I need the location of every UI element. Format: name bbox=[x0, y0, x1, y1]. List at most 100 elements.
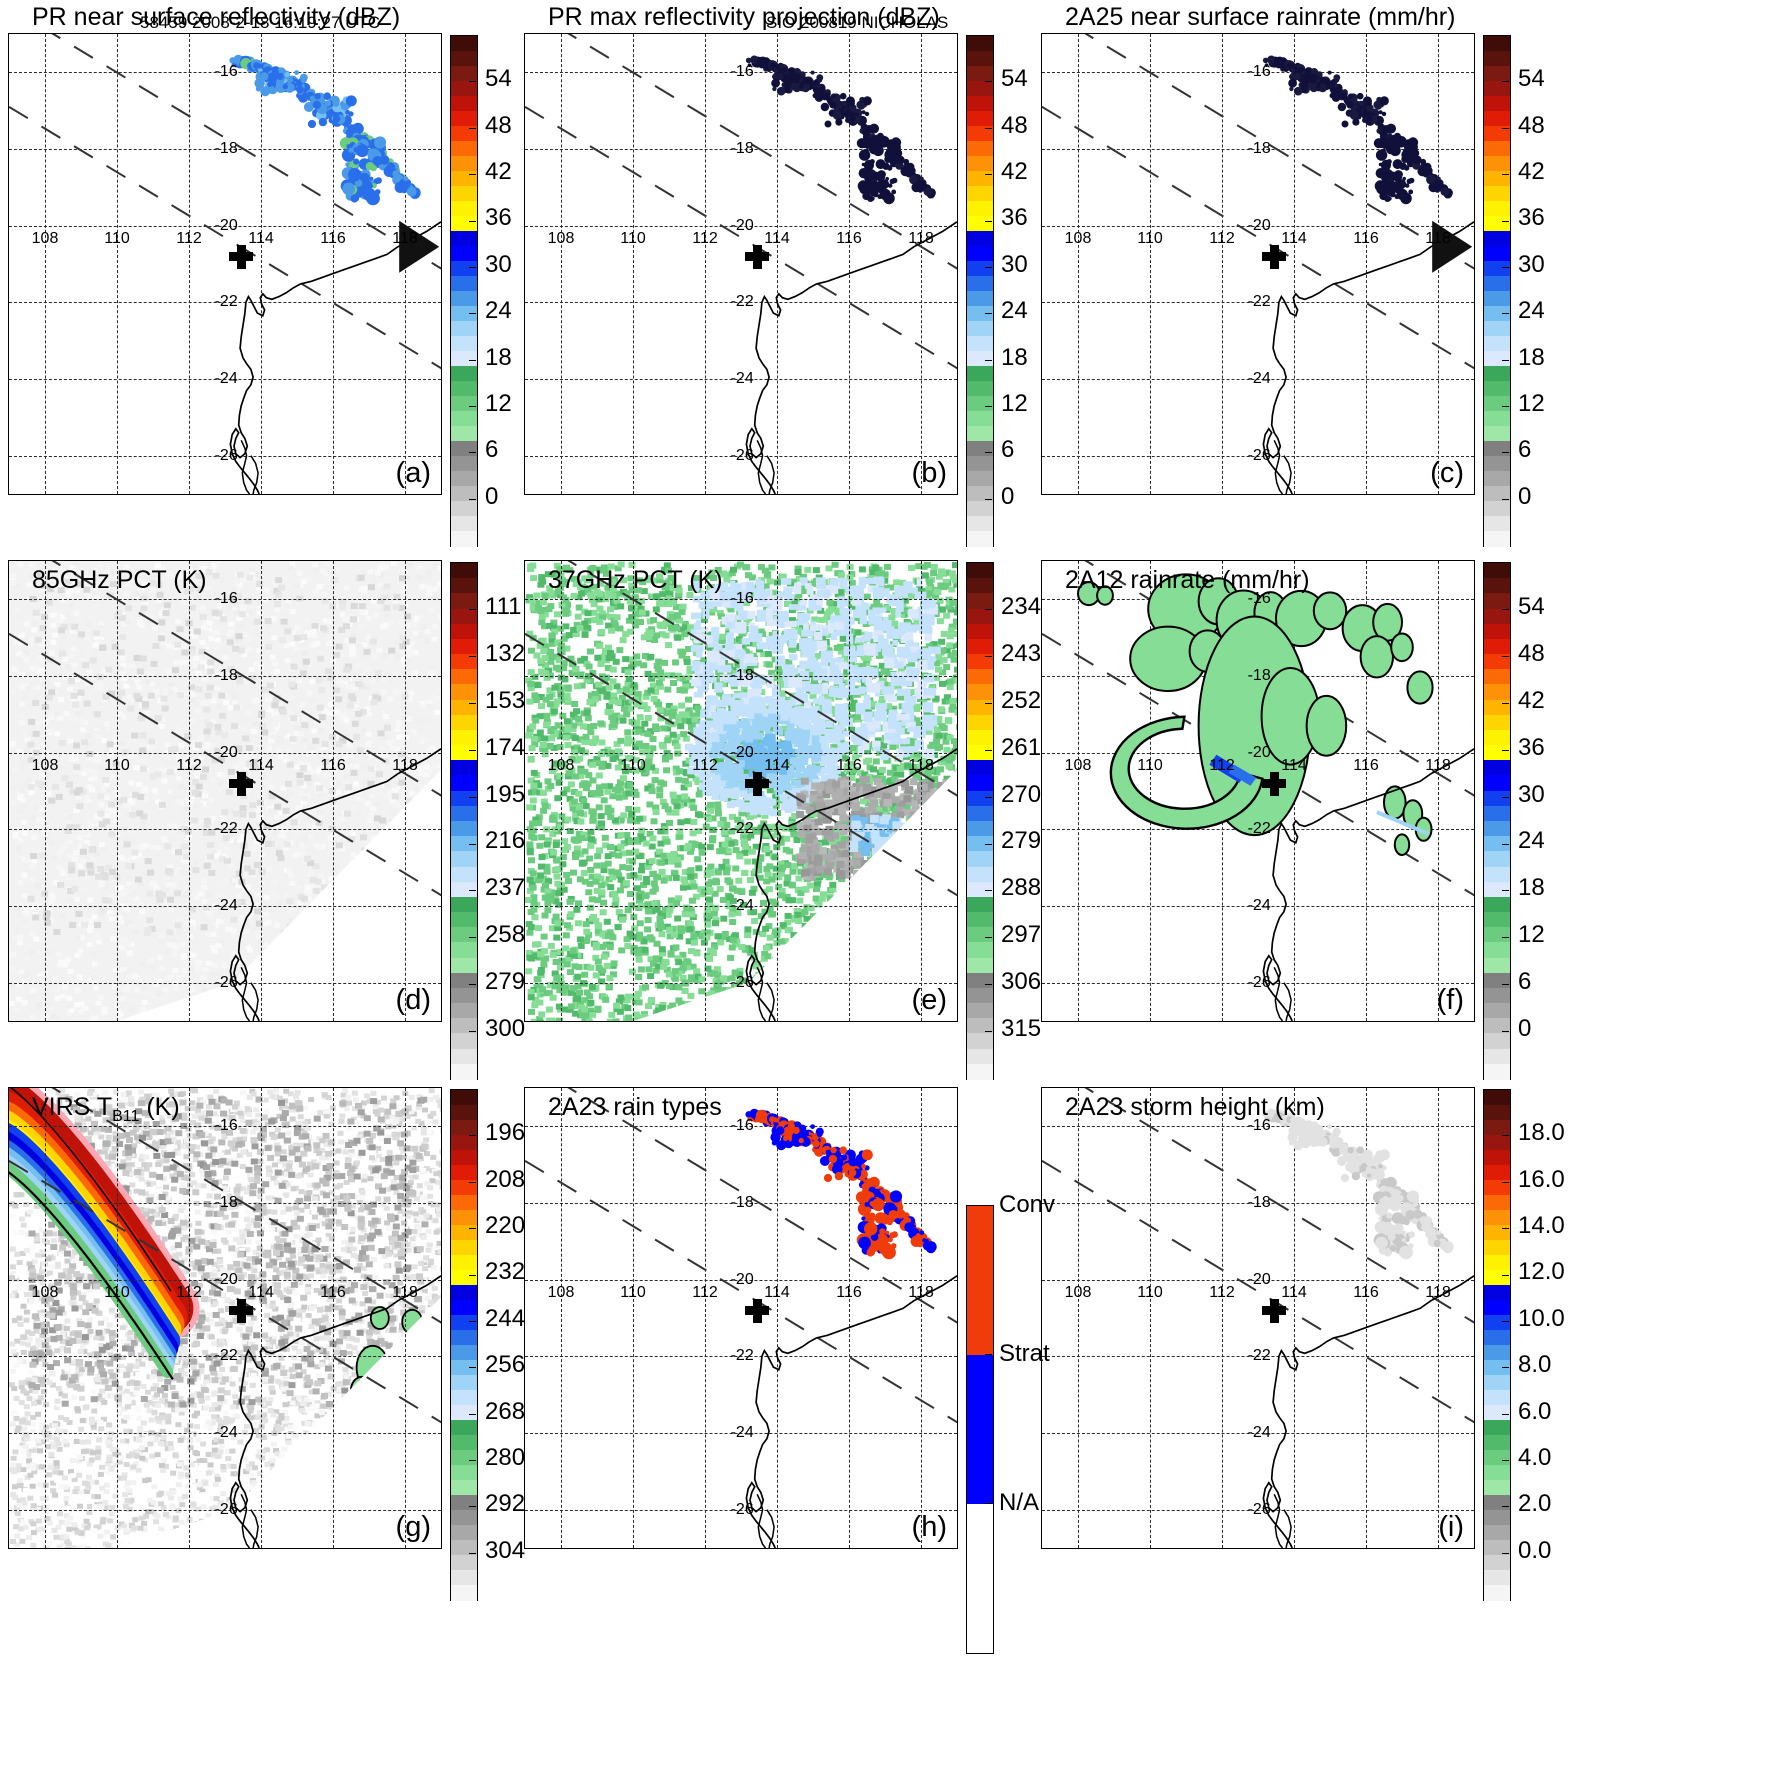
cbar-seg-10 bbox=[451, 186, 477, 202]
cbar-label-a-5: 24 bbox=[485, 297, 512, 325]
xtick-108: 108 bbox=[31, 756, 59, 774]
cbar-seg-13 bbox=[451, 760, 477, 777]
cbar-seg-6 bbox=[1484, 1180, 1510, 1196]
cbar-seg-33 bbox=[451, 531, 477, 547]
cbar-seg-27 bbox=[451, 972, 477, 989]
cbar-seg-24 bbox=[1484, 1450, 1510, 1466]
cbar-seg-30 bbox=[1484, 1540, 1510, 1556]
xtick-110: 110 bbox=[1137, 1283, 1163, 1301]
cbar-label-a-2: 42 bbox=[485, 158, 512, 186]
cbar-seg-11 bbox=[967, 201, 993, 217]
cbar-seg-26 bbox=[1484, 426, 1510, 442]
colorbar-g bbox=[450, 1089, 478, 1601]
cbar-seg-2 bbox=[1484, 593, 1510, 610]
cbar-seg-19 bbox=[451, 851, 477, 868]
cbar-seg-7 bbox=[1484, 141, 1510, 157]
cbar-label-d-2: 153 bbox=[485, 686, 526, 714]
gridline-lat--26 bbox=[1042, 982, 1474, 984]
cbar-label-c-2: 42 bbox=[1518, 158, 1545, 186]
gridline-lon-108 bbox=[561, 1088, 562, 1548]
cbar-tick-e-0 bbox=[985, 608, 992, 610]
cbar-seg-8 bbox=[451, 1210, 477, 1226]
cbar-seg-28 bbox=[451, 987, 477, 1004]
cbar-label-i-6: 6.0 bbox=[1518, 1397, 1552, 1425]
cbar-seg-13 bbox=[1484, 1285, 1510, 1301]
cbar-seg-33 bbox=[1484, 1063, 1510, 1080]
cbar-seg-3 bbox=[451, 1135, 477, 1151]
xtick-118: 118 bbox=[908, 756, 934, 774]
cbar-seg-21 bbox=[1484, 1405, 1510, 1421]
cbar-tick-i-9 bbox=[1502, 1552, 1509, 1554]
cbar-seg-3 bbox=[1484, 81, 1510, 97]
gridline-lat--26 bbox=[525, 1509, 957, 1511]
cbar-seg-2 bbox=[1484, 1120, 1510, 1136]
cbar-seg-23 bbox=[451, 912, 477, 928]
ytick--22: -22 bbox=[730, 1347, 754, 1365]
cbar-seg-29 bbox=[451, 471, 477, 487]
xtick-112: 112 bbox=[176, 1283, 202, 1301]
cbar-label-i-7: 4.0 bbox=[1518, 1443, 1552, 1471]
cbar-label-g-3: 232 bbox=[485, 1258, 526, 1286]
cbar-tick-i-6 bbox=[1502, 1413, 1509, 1415]
cbar-seg-32 bbox=[451, 1570, 477, 1586]
cbar-tick-c-6 bbox=[1502, 359, 1509, 361]
cbar-seg-23 bbox=[1484, 912, 1510, 928]
map-panel-i: 108 110 112 114 116 118 -16 -18 -20 -22 -24 -26 (i) bbox=[1041, 1087, 1475, 1549]
ytick--16: -16 bbox=[730, 590, 754, 608]
header-left-timestamp: 58459 2008-2-18 16:19:27 UTC bbox=[140, 13, 381, 32]
ytick--24: -24 bbox=[214, 370, 238, 387]
cbar-seg-0 bbox=[1484, 563, 1510, 579]
cbar-seg-10 bbox=[1484, 1240, 1510, 1256]
cbar-seg-17 bbox=[967, 291, 993, 307]
gridline-lat--26 bbox=[1042, 455, 1474, 457]
cbar-seg-30 bbox=[1484, 1018, 1510, 1035]
cbar-label-d-0: 111 bbox=[485, 592, 522, 620]
cbar-seg-1 bbox=[1484, 578, 1510, 594]
xtick-118: 118 bbox=[908, 1283, 934, 1301]
rainrate-2a12-field bbox=[1077, 573, 1434, 857]
cbar-seg-12 bbox=[1484, 1270, 1510, 1286]
cbar-seg-32 bbox=[1484, 1570, 1510, 1586]
cbar-seg-4 bbox=[1484, 623, 1510, 640]
cbar-seg-29 bbox=[451, 1003, 477, 1019]
map-panel-d: 108 110 112 114 116 118 -16 -18 -20 -22 -24 -26 (d) bbox=[8, 560, 442, 1022]
cbar-tick-f-7 bbox=[1502, 937, 1509, 939]
cbar-tick-e-5 bbox=[985, 843, 992, 845]
cbar-seg-26 bbox=[1484, 957, 1510, 974]
cbar-seg-2 bbox=[967, 593, 993, 610]
cbar-seg-4 bbox=[967, 623, 993, 640]
cbar-seg-19 bbox=[967, 321, 993, 337]
ytick--20: -20 bbox=[1247, 1270, 1271, 1288]
gridline-lat--26 bbox=[9, 455, 441, 457]
cbar-seg-19 bbox=[451, 321, 477, 337]
ytick--24: -24 bbox=[730, 1424, 754, 1441]
gridline-lon-118 bbox=[1438, 1088, 1439, 1548]
cbar-tick-i-4 bbox=[1502, 1320, 1509, 1322]
map-panel-f: 108 110 112 114 116 118 -16 -18 -20 -22 -24 -26 (f) bbox=[1041, 560, 1475, 1022]
ytick--22: -22 bbox=[1247, 293, 1271, 311]
cbar-seg-20 bbox=[1484, 336, 1510, 352]
cbar-seg-21 bbox=[451, 1405, 477, 1421]
cbar-seg-19 bbox=[1484, 321, 1510, 337]
xtick-110: 110 bbox=[620, 1283, 646, 1301]
cbar-seg-27 bbox=[451, 441, 477, 457]
cbar-seg-29 bbox=[967, 1003, 993, 1019]
cbar-seg-10 bbox=[451, 1240, 477, 1256]
ytick--16: -16 bbox=[1247, 63, 1271, 81]
gridline-lon-108 bbox=[45, 1088, 46, 1548]
cbar-label-e-7: 297 bbox=[1001, 921, 1042, 949]
cbar-seg-22 bbox=[1484, 1420, 1510, 1436]
ytick--18: -18 bbox=[730, 1194, 754, 1211]
cbar-tick-d-0 bbox=[469, 608, 476, 610]
gridline-lat--24 bbox=[525, 379, 957, 380]
xtick-116: 116 bbox=[1353, 229, 1379, 247]
cbar-label-c-7: 12 bbox=[1518, 389, 1545, 417]
cbar-seg-11 bbox=[451, 1255, 477, 1271]
cbar-seg-17 bbox=[451, 821, 477, 837]
cbar-seg-19 bbox=[967, 851, 993, 868]
cbar-label-i-0: 18.0 bbox=[1518, 1119, 1565, 1147]
colorbar-b bbox=[966, 35, 994, 547]
cbar-tick-a-0 bbox=[469, 81, 476, 83]
cbar-label-f-3: 36 bbox=[1518, 733, 1545, 761]
